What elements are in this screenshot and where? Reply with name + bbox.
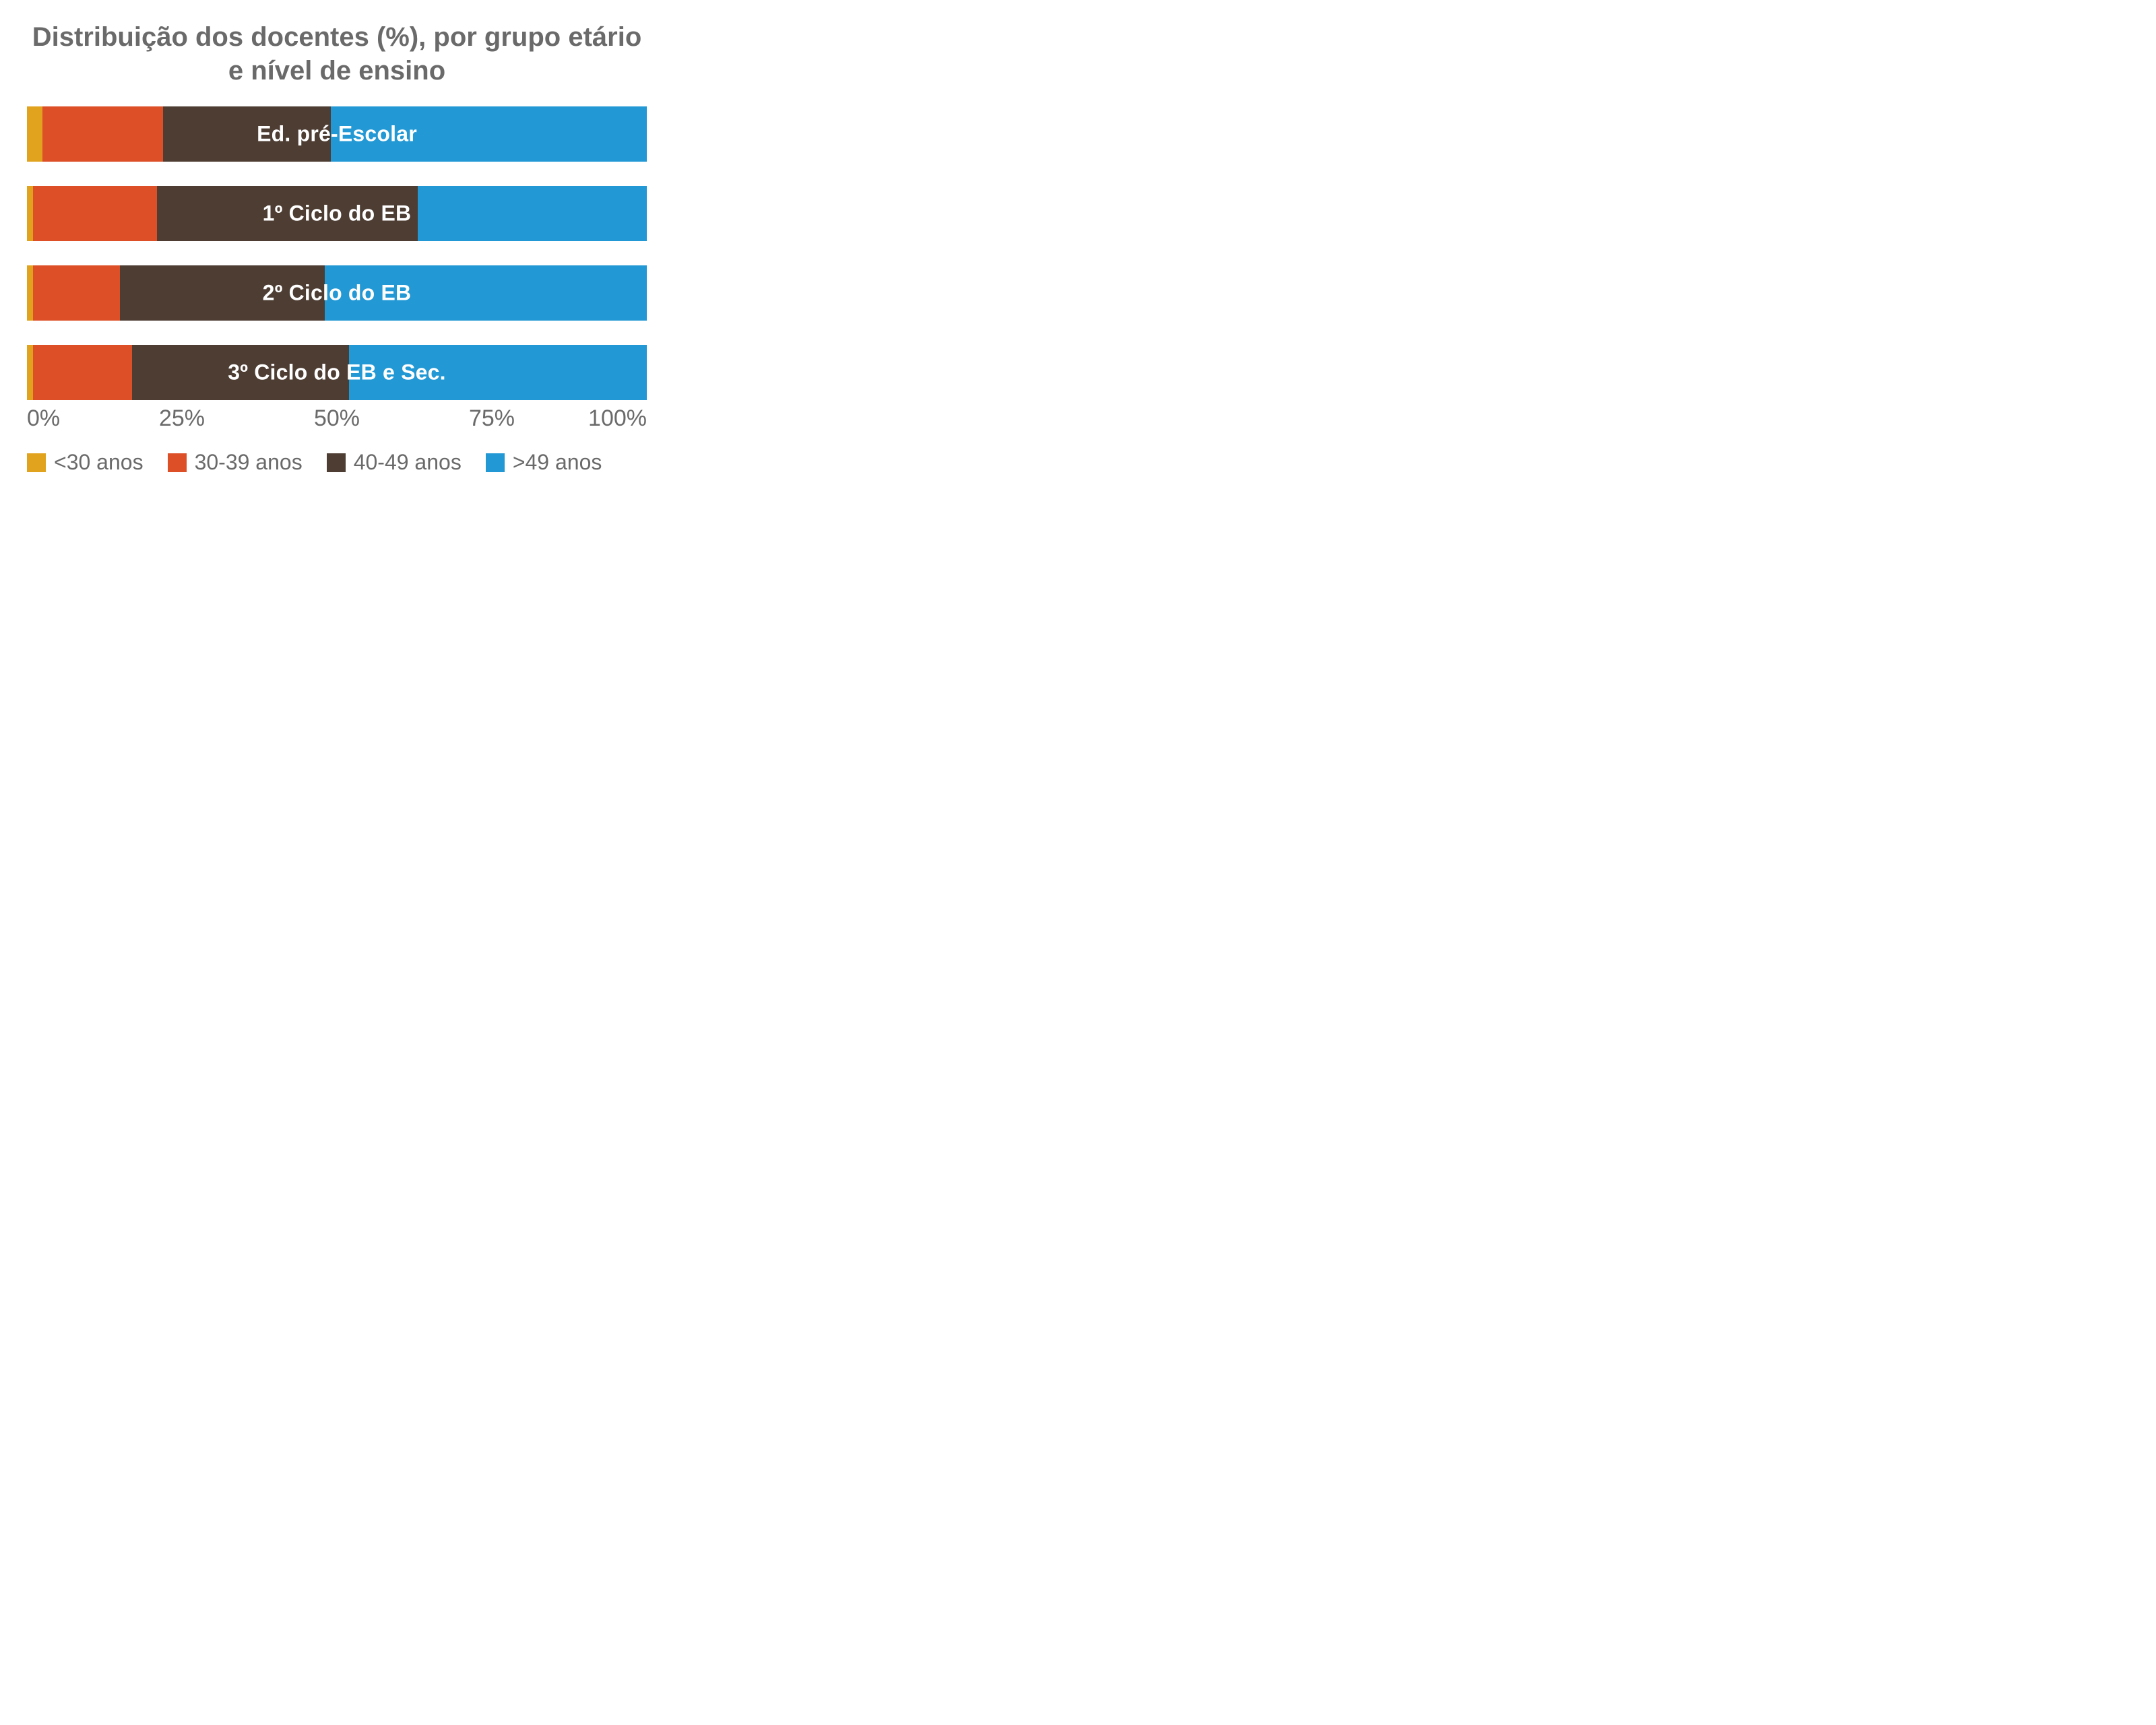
legend-swatch [327, 453, 346, 472]
bar-row: Ed. pré-Escolar [27, 106, 647, 162]
bar-segment [42, 106, 163, 162]
bar-row: 3º Ciclo do EB e Sec. [27, 345, 647, 400]
bar-segment [33, 186, 157, 241]
bar-category-label: 3º Ciclo do EB e Sec. [228, 360, 446, 385]
legend-item: >49 anos [486, 450, 602, 475]
bar-category-label: Ed. pré-Escolar [257, 122, 417, 147]
x-axis: 0% 25% 50% 75% 100% [27, 400, 647, 434]
plot-area: Ed. pré-Escolar 1º Ciclo do EB 2º Ciclo do… [27, 106, 647, 434]
bar-segment [27, 265, 33, 321]
x-tick-label: 0% [27, 405, 60, 432]
bars-group: Ed. pré-Escolar 1º Ciclo do EB 2º Ciclo do… [27, 106, 647, 400]
legend-item: 30-39 anos [168, 450, 303, 475]
bar-segment [33, 345, 132, 400]
legend-swatch [27, 453, 46, 472]
legend: <30 anos 30-39 anos 40-49 anos >49 anos [27, 450, 647, 475]
legend-label: 30-39 anos [195, 450, 303, 475]
legend-item: 40-49 anos [327, 450, 462, 475]
x-tick-label: 75% [469, 405, 515, 432]
legend-label: >49 anos [513, 450, 602, 475]
legend-item: <30 anos [27, 450, 144, 475]
legend-label: 40-49 anos [354, 450, 462, 475]
legend-swatch [168, 453, 187, 472]
legend-label: <30 anos [54, 450, 144, 475]
bar-segment [27, 345, 33, 400]
chart-title: Distribuição dos docentes (%), por grupo… [27, 20, 647, 88]
bar-segment [27, 186, 33, 241]
bar-segment [418, 186, 647, 241]
x-tick-label: 25% [159, 405, 205, 432]
bar-segment [27, 106, 42, 162]
bar-category-label: 2º Ciclo do EB [263, 281, 412, 306]
legend-swatch [486, 453, 505, 472]
chart-container: Distribuição dos docentes (%), por grupo… [0, 0, 674, 502]
bar-category-label: 1º Ciclo do EB [263, 201, 412, 226]
bar-row: 1º Ciclo do EB [27, 186, 647, 241]
x-tick-label: 50% [314, 405, 360, 432]
bar-row: 2º Ciclo do EB [27, 265, 647, 321]
x-tick-label: 100% [588, 405, 647, 432]
bar-segment [33, 265, 120, 321]
